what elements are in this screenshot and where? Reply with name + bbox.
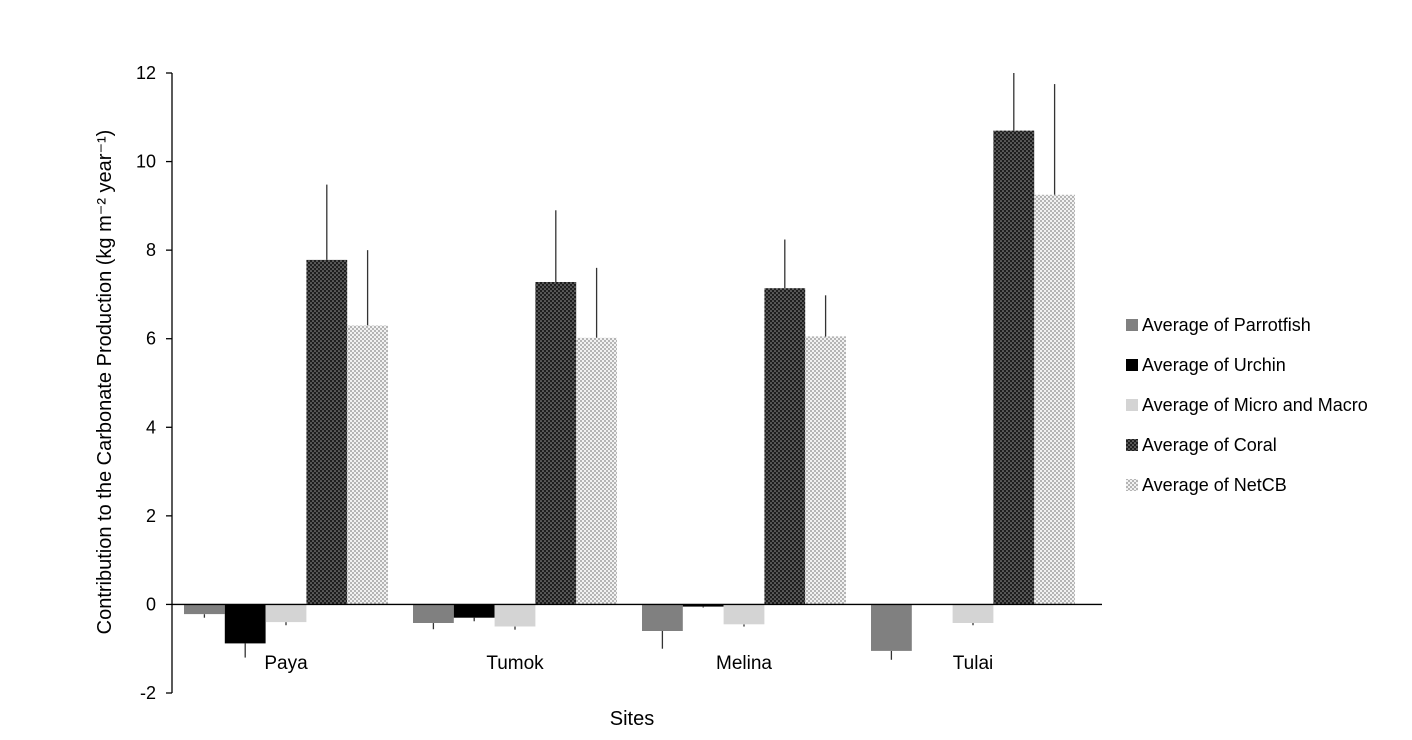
- legend-label: Average of Urchin: [1142, 355, 1286, 375]
- bar: [682, 604, 724, 607]
- legend-label: Average of Micro and Macro: [1142, 395, 1368, 415]
- y-tick-label: 6: [146, 329, 156, 349]
- bar: [535, 282, 577, 605]
- bar: [453, 604, 495, 618]
- legend: Average of Parrotfish Average of Urchin Av…: [1126, 315, 1368, 495]
- y-axis-title: Contribution to the Carbonate Production…: [94, 130, 116, 635]
- y-tick-label: 2: [146, 506, 156, 526]
- bar: [723, 604, 765, 625]
- bar: [952, 604, 994, 623]
- error-bars: [203, 73, 1056, 660]
- category-label: Paya: [264, 653, 308, 674]
- bar: [306, 259, 348, 605]
- bar: [413, 604, 454, 623]
- bar: [1034, 194, 1075, 605]
- bar: [184, 604, 225, 615]
- bar: [576, 337, 617, 605]
- legend-swatch: [1126, 439, 1138, 451]
- bars: [184, 130, 1075, 651]
- category-label: Melina: [716, 653, 772, 674]
- legend-label: Average of Coral: [1142, 435, 1277, 455]
- bar: [642, 604, 683, 631]
- x-axis-title: Sites: [610, 708, 654, 730]
- y-tick-label: 4: [146, 417, 156, 437]
- y-tick-label: 10: [136, 152, 156, 172]
- bar: [494, 604, 536, 627]
- bar: [871, 604, 912, 651]
- bar: [764, 288, 806, 605]
- bar: [993, 130, 1035, 605]
- bar: [224, 604, 266, 644]
- category-label: Tumok: [486, 653, 544, 674]
- legend-label: Average of NetCB: [1142, 475, 1287, 495]
- legend-swatch: [1126, 359, 1138, 371]
- y-tick-label: 12: [136, 63, 156, 83]
- category-label: Tulai: [953, 653, 993, 674]
- y-tick-label: 8: [146, 240, 156, 260]
- bar: [347, 325, 388, 605]
- legend-swatch: [1126, 319, 1138, 331]
- legend-swatch: [1126, 479, 1138, 491]
- y-tick-label: 0: [146, 594, 156, 614]
- labels: -2 0 2 4 6 8 10 12 Paya Tumok Melina Tulai Sites Cont…: [94, 63, 993, 730]
- legend-label: Average of Parrotfish: [1142, 315, 1311, 335]
- y-tick-label: -2: [140, 683, 156, 703]
- bar: [805, 336, 846, 605]
- bar: [265, 604, 307, 623]
- axes: [166, 72, 1102, 694]
- legend-swatch: [1126, 399, 1138, 411]
